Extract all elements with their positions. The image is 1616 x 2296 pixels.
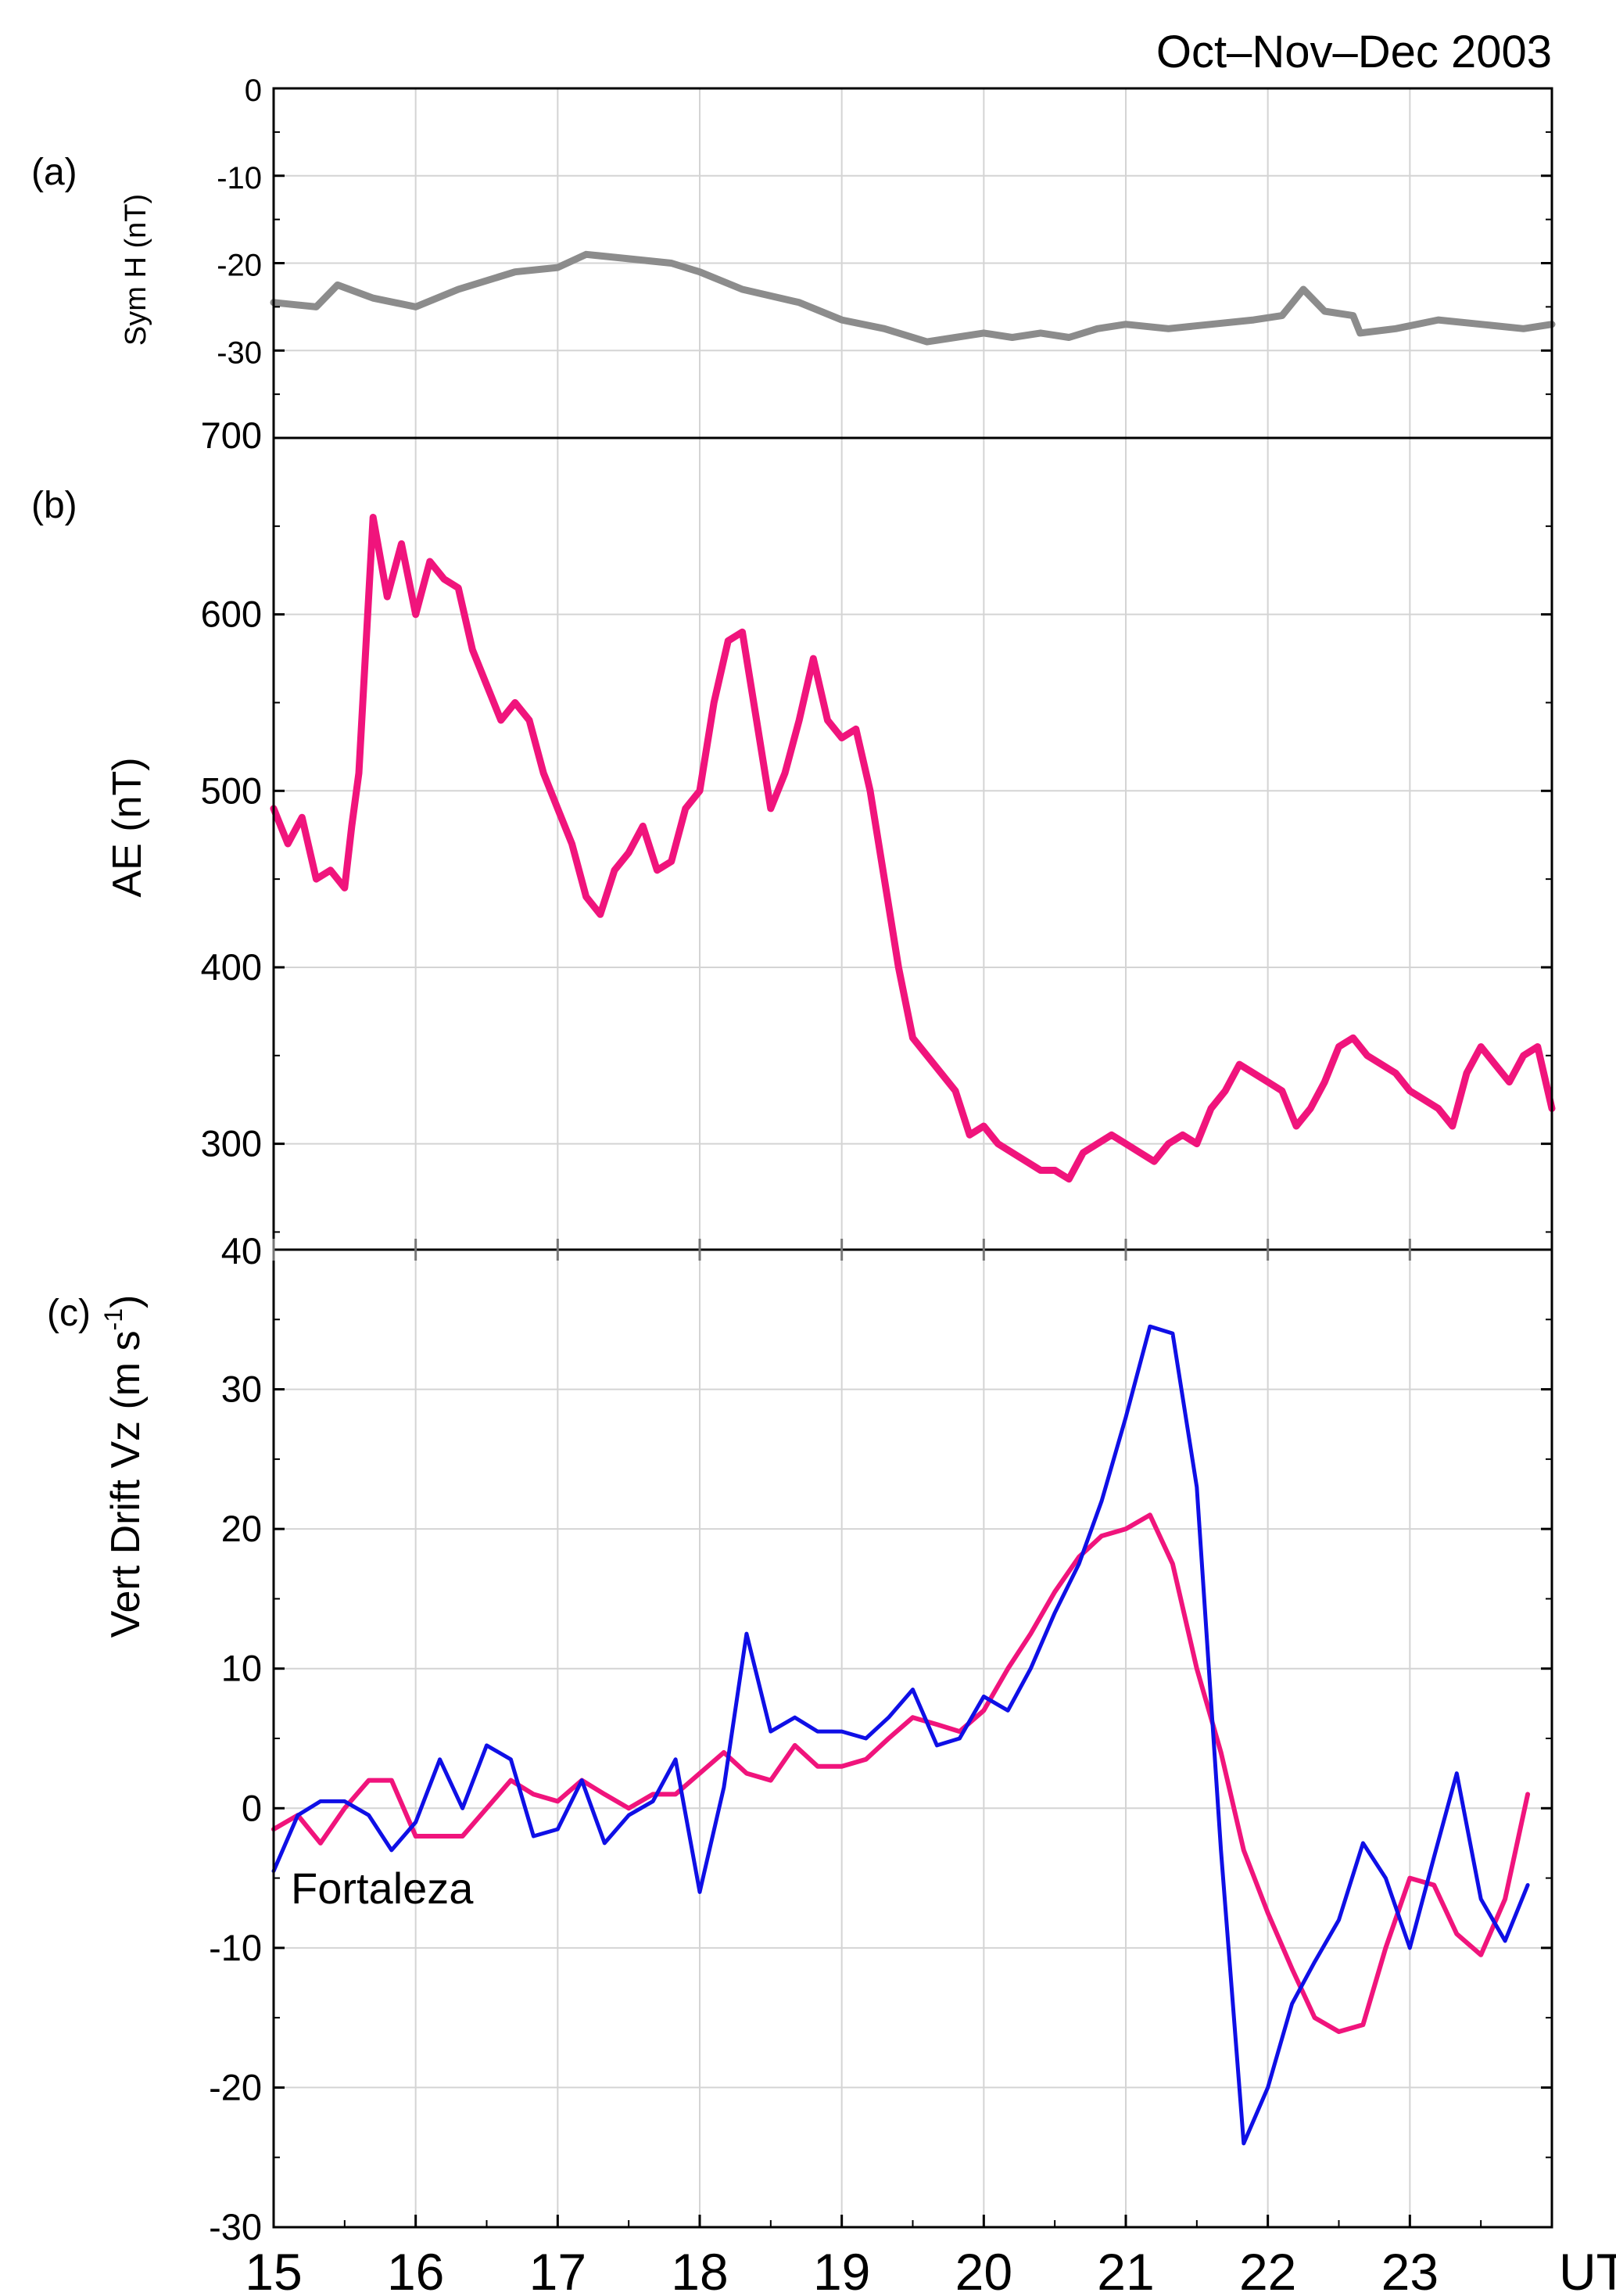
panel-label-c: (c) xyxy=(47,1293,91,1334)
xtick-label: 19 xyxy=(813,2243,870,2296)
ytick-label-c: 30 xyxy=(221,1369,262,1410)
ytick-edge-700: 700 xyxy=(201,414,262,456)
series-line-c-1 xyxy=(271,1512,1531,2034)
xtick-label: 17 xyxy=(529,2243,586,2296)
ylabel-c: Vert Drift Vz (m s-1) xyxy=(99,1295,149,1638)
ytick-label-c: 20 xyxy=(221,1508,262,1549)
ytick-label-a: -10 xyxy=(217,161,262,196)
ytick-label-b: 400 xyxy=(201,946,262,988)
panel-label-b: (b) xyxy=(31,485,77,526)
xtick-label: 18 xyxy=(671,2243,728,2296)
ytick-label-c: 0 xyxy=(242,1787,262,1828)
ytick-label-c: -20 xyxy=(209,2066,262,2108)
xtick-label: 21 xyxy=(1097,2243,1154,2296)
panel-label-a: (a) xyxy=(31,152,77,193)
series-line-a-1 xyxy=(270,250,1556,346)
ytick-label-b: 500 xyxy=(201,770,262,811)
ytick-edge-40: 40 xyxy=(221,1230,262,1272)
ytick-label-a: -20 xyxy=(217,249,262,283)
ytick-label-c: 10 xyxy=(221,1648,262,1689)
ytick-label-c: -10 xyxy=(209,1927,262,1968)
series-line-c-2 xyxy=(271,1324,1530,2146)
annotation-fortaleza: Fortaleza xyxy=(291,1864,474,1913)
xtick-label: 16 xyxy=(387,2243,444,2296)
xtick-label: 23 xyxy=(1381,2243,1439,2296)
xtick-label: 15 xyxy=(245,2243,302,2296)
ytick-label-b: 300 xyxy=(201,1123,262,1164)
ytick-label-c: -30 xyxy=(209,2206,262,2248)
xtick-label: 20 xyxy=(955,2243,1012,2296)
plot-frame-b xyxy=(272,436,1553,1251)
xtick-label: 22 xyxy=(1239,2243,1296,2296)
ytick-label-b: 600 xyxy=(201,594,262,635)
ylabel-a: Sym H (nT) xyxy=(120,194,152,346)
x-unit-label: UT xyxy=(1559,2243,1616,2296)
series-line-b-1 xyxy=(270,514,1556,1183)
ytick-label-a: -30 xyxy=(217,335,262,370)
ytick-label-a: 0 xyxy=(245,74,262,108)
plot-frame-c xyxy=(272,1248,1553,2229)
ylabel-b: AE (nT) xyxy=(105,757,150,897)
chart-title: Oct–Nov–Dec 2003 xyxy=(1156,27,1552,77)
